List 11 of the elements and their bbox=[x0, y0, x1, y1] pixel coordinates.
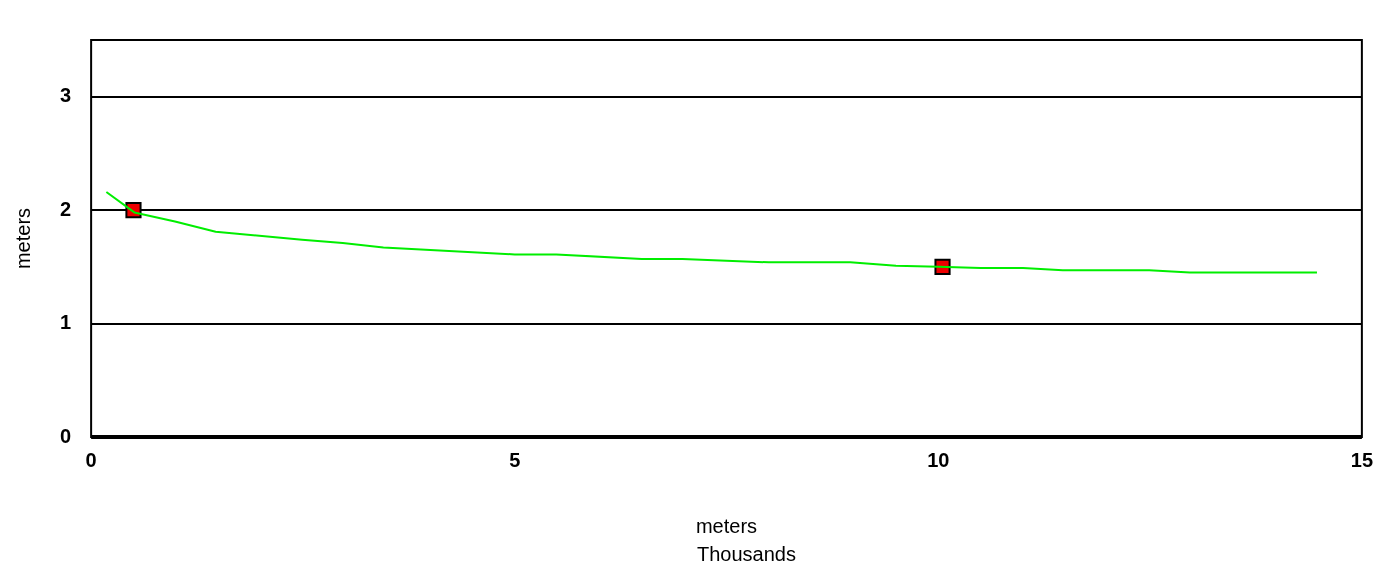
x-tick-label: 10 bbox=[927, 448, 950, 471]
y-tick-label: 0 bbox=[60, 424, 72, 447]
x-tick-label: 5 bbox=[509, 448, 521, 471]
y-tick-label: 2 bbox=[60, 197, 72, 220]
x-axis-title: meters bbox=[695, 514, 758, 537]
y-tick-label: 1 bbox=[60, 311, 72, 334]
x-tick-label: 0 bbox=[85, 448, 97, 471]
x-tick-label: 15 bbox=[1350, 448, 1373, 471]
y-axis-title: meters bbox=[11, 207, 34, 270]
text: Thousands bbox=[696, 543, 797, 566]
y-tick-label: 3 bbox=[60, 84, 72, 107]
